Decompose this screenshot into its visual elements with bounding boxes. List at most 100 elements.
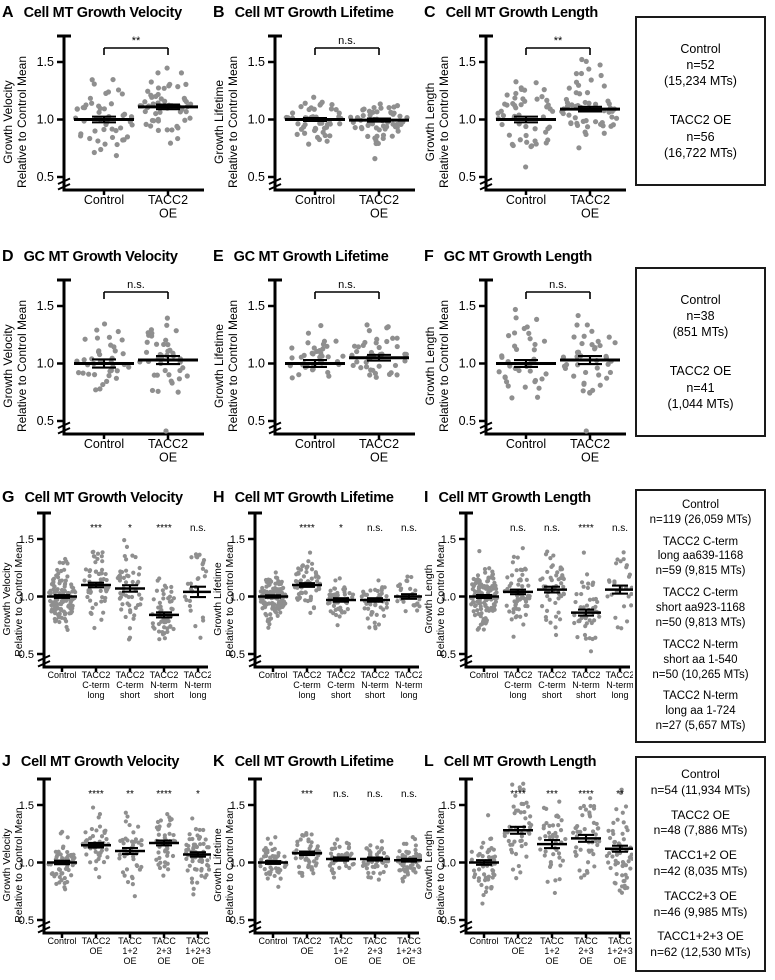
data-point — [395, 599, 400, 604]
data-point — [379, 839, 384, 844]
data-point — [337, 865, 342, 870]
data-point — [398, 868, 403, 873]
data-point — [628, 866, 633, 871]
panel-K: K Cell MT Growth Lifetime 1.5 1.0 0.5 Growt… — [211, 750, 422, 980]
data-point — [573, 79, 580, 85]
data-point — [492, 585, 497, 591]
legend-line: short aa923-1168 — [655, 602, 746, 615]
data-point — [156, 629, 162, 634]
data-point — [394, 343, 400, 350]
axis-break — [479, 427, 493, 435]
data-point — [117, 852, 123, 857]
y-axis-label: Growth Velocity — [1, 828, 13, 902]
data-point — [306, 106, 312, 113]
data-point — [543, 615, 549, 620]
data-point — [367, 625, 372, 630]
data-point — [110, 76, 116, 83]
data-point — [175, 84, 181, 90]
data-point — [556, 596, 561, 601]
y-tick-label: 1.0 — [248, 113, 265, 127]
x-category-label: TACC2 — [570, 437, 610, 451]
data-point — [521, 325, 527, 332]
data-point — [592, 101, 599, 107]
data-point — [475, 608, 480, 613]
data-point — [397, 849, 402, 854]
data-point — [396, 583, 401, 589]
data-point — [100, 381, 106, 388]
data-point — [509, 850, 515, 855]
y-axis-label: Relative to Control Mean — [437, 56, 451, 188]
data-point — [506, 838, 511, 844]
data-point — [131, 854, 136, 859]
data-point — [100, 559, 105, 564]
data-point — [518, 597, 523, 602]
y-tick-label: 0.5 — [441, 915, 456, 927]
panel-letter: E — [213, 248, 224, 265]
data-point — [490, 868, 495, 873]
data-point — [483, 889, 489, 894]
data-point — [127, 635, 133, 640]
x-category-label: TACC2 — [359, 193, 399, 207]
x-category-label: TACC2 — [570, 193, 610, 207]
data-point — [569, 102, 575, 108]
data-point — [380, 135, 386, 142]
data-point — [301, 574, 307, 579]
legend-line: TACC2 OE — [669, 364, 732, 379]
legend-column: Control n=119 (26,059 MTs) TACC2 C-term lon… — [633, 487, 775, 750]
data-point — [522, 566, 528, 571]
y-tick-label: 1.0 — [37, 357, 54, 371]
data-point — [595, 842, 600, 848]
data-point — [200, 566, 206, 571]
data-point — [158, 96, 164, 102]
data-point — [613, 115, 620, 121]
data-point — [523, 164, 529, 170]
data-point — [513, 90, 519, 97]
x-category-label: Control — [47, 670, 76, 680]
data-point — [594, 365, 600, 371]
axis-break — [248, 654, 262, 662]
data-point — [626, 859, 631, 864]
figure-row-1: A Cell MT Growth Velocity 1.5 1.0 0.5 Growt… — [0, 0, 775, 245]
data-point — [329, 101, 335, 108]
data-point — [90, 605, 95, 610]
data-point — [282, 864, 287, 870]
data-point — [158, 818, 164, 823]
data-point — [92, 128, 98, 134]
data-point — [202, 875, 208, 880]
data-point — [93, 866, 98, 872]
data-point — [398, 586, 404, 591]
data-point — [101, 106, 107, 112]
data-point — [404, 841, 409, 846]
data-point — [525, 804, 531, 809]
data-point — [197, 858, 202, 864]
data-point — [558, 828, 564, 833]
data-point — [309, 367, 316, 373]
data-point — [363, 862, 368, 868]
data-point — [586, 581, 591, 586]
data-point — [54, 871, 59, 877]
data-point — [273, 588, 278, 593]
data-point — [60, 855, 65, 861]
data-point — [606, 334, 612, 340]
data-point — [278, 581, 284, 587]
data-point — [385, 324, 391, 330]
data-point — [493, 599, 499, 604]
x-category-label: TACC2 — [116, 670, 145, 680]
data-point — [601, 130, 607, 136]
data-point — [480, 619, 486, 624]
data-point — [298, 837, 303, 842]
data-point — [311, 605, 317, 610]
data-point — [516, 582, 521, 587]
data-point — [201, 841, 206, 846]
data-point — [93, 569, 98, 574]
data-point — [306, 559, 311, 564]
x-category-label: C-term — [504, 680, 532, 690]
y-tick-label: 0.5 — [230, 649, 245, 661]
legend-box-gc-mt: Control n=38 (851 MTs) TACC2 OE n=41 (1,044 M… — [635, 267, 766, 437]
data-point — [103, 571, 108, 577]
beeswarm-plot: 1.5 1.0 0.5 Growth Lifetime Relative to Cont… — [212, 511, 422, 700]
data-point — [568, 120, 574, 126]
data-point — [629, 591, 633, 597]
data-point — [302, 100, 308, 106]
data-point — [326, 120, 333, 126]
